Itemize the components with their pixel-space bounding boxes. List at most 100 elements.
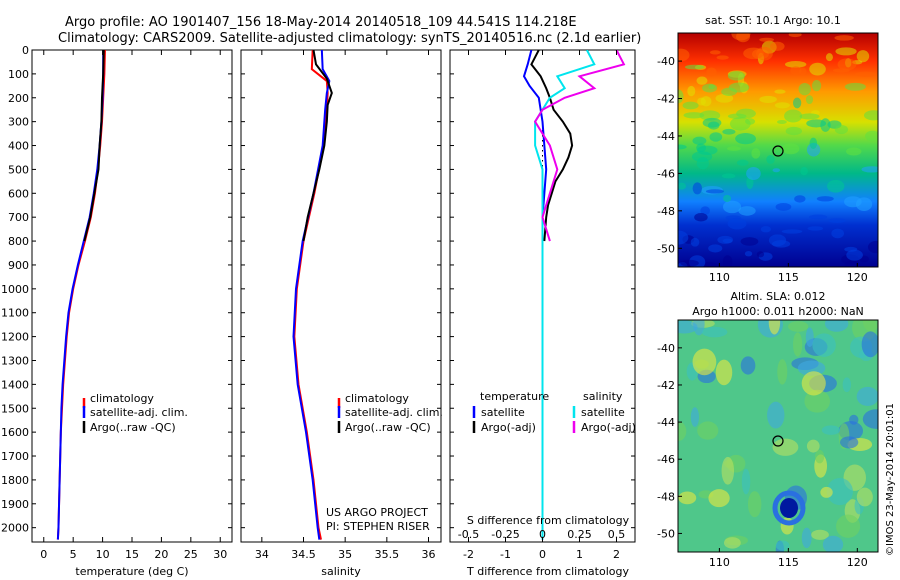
sst-patch: [745, 118, 756, 125]
sst-patch: [696, 76, 708, 85]
x-tick-label: 15: [125, 548, 139, 561]
sla-patch: [690, 407, 700, 427]
sst-patch: [827, 179, 845, 193]
sst-patch: [816, 196, 834, 202]
sst-patch: [784, 109, 803, 123]
sst-patch: [692, 136, 707, 145]
sst-patch: [702, 117, 722, 128]
y-tick-label: 1000: [1, 283, 29, 296]
sst-patch: [806, 119, 827, 128]
sst-patch: [696, 157, 709, 170]
sst-texture: [678, 33, 878, 267]
sst-patch: [805, 95, 814, 105]
y-tick-label: 0: [22, 44, 29, 57]
y-tick-label: 400: [8, 140, 29, 153]
sst-patch: [837, 58, 857, 71]
map-x-tick-label: 120: [847, 556, 868, 569]
y-tick-label: 1500: [1, 402, 29, 415]
sst-patch: [678, 48, 690, 62]
sst-patch: [771, 240, 791, 248]
map-y-tick-label: -40: [657, 342, 675, 355]
sst-patch: [678, 182, 687, 190]
sla-patch: [715, 359, 733, 386]
y-tick-label: 800: [8, 235, 29, 248]
x-tick-label: -2: [463, 548, 474, 561]
map-y-tick-label: -48: [657, 490, 675, 503]
sst-patch: [709, 50, 721, 55]
sla-patch: [814, 449, 825, 464]
sst-patch: [708, 244, 723, 253]
sla-patch: [826, 477, 853, 506]
sla-patch: [768, 320, 781, 335]
title-line-1: Argo profile: AO 1901407_156 18-May-2014…: [65, 15, 577, 30]
sst-patch: [751, 148, 761, 159]
x-tick-label: 36: [422, 548, 436, 561]
sla-patch: [693, 320, 705, 336]
sla-patch: [811, 529, 829, 540]
legend-argo: Argo(..raw -QC): [345, 421, 431, 434]
sst-patch: [867, 240, 878, 254]
temperature-axes-frame: [31, 49, 233, 543]
y-tick-label: 500: [8, 163, 29, 176]
x-tick-label: 0: [539, 548, 546, 561]
sst-patch: [756, 251, 765, 258]
sst-patch: [705, 189, 724, 194]
map-y-tick-label: -42: [657, 93, 675, 106]
sst-patch: [794, 195, 806, 203]
sst-patch: [834, 124, 849, 135]
sla-patch: [822, 535, 844, 552]
sla-patch: [836, 514, 861, 538]
sst-patch: [792, 97, 802, 109]
sst-patch: [800, 166, 808, 176]
sst-map-title: sat. SST: 10.1 Argo: 10.1: [705, 14, 841, 27]
sst-patch: [855, 71, 877, 77]
map-x-tick-label: 115: [778, 271, 799, 284]
x-tick-label: 30: [213, 548, 227, 561]
sst-patch: [715, 93, 734, 103]
sst-patch: [844, 260, 861, 267]
map-y-tick-label: -48: [657, 205, 675, 218]
s-tick-label: 0: [539, 528, 546, 541]
x-tick-label: 34.5: [291, 548, 316, 561]
sst-patch: [722, 238, 733, 244]
sla-patch: [824, 320, 849, 332]
y-tick-label: 1700: [1, 450, 29, 463]
argo-line: [83, 50, 105, 242]
s-tick-label: -0.25: [491, 528, 519, 541]
sst-patch: [846, 249, 863, 261]
legend-t-satellite: satellite: [481, 406, 525, 419]
sst-patch: [727, 71, 746, 81]
map-x-tick-label: 110: [709, 556, 730, 569]
sla-map-title: Altim. SLA: 0.012: [730, 290, 825, 303]
sst-patch: [723, 194, 732, 203]
sst-argo-marker: [772, 145, 784, 157]
sst-patch: [738, 206, 756, 216]
map-x-tick-label: 115: [778, 556, 799, 569]
sst-patch: [721, 173, 736, 179]
sst-patch: [683, 112, 705, 119]
legend-t-argo: Argo(-adj): [481, 421, 536, 434]
map-y-tick-label: -50: [657, 242, 675, 255]
sst-patch: [835, 47, 857, 56]
sla-texture: [678, 320, 878, 552]
s-tick-label: 0.5: [608, 528, 626, 541]
sst-patch: [744, 250, 753, 257]
x-tick-label: 35: [338, 548, 352, 561]
sla-patch: [797, 360, 826, 376]
sla-map-panel: Altim. SLA: 0.012 Argo h1000: 0.011 h200…: [657, 290, 879, 569]
sst-patch: [775, 202, 792, 211]
s-satellite-line: [534, 50, 596, 540]
x-tick-label: 34: [255, 548, 269, 561]
sst-patch: [809, 137, 818, 149]
sst-patch: [798, 82, 811, 96]
salinity-panel: 34 34.5 35 35.5 36 salinity climatology sate…: [240, 49, 443, 578]
sst-patch: [788, 33, 802, 38]
sla-patch: [741, 468, 751, 495]
salinity-legend: climatology satellite-adj. clim. Argo(..…: [337, 392, 443, 434]
map-y-tick-label: -40: [657, 55, 675, 68]
sst-patch: [774, 102, 790, 109]
legend-argo: Argo(..raw -QC): [90, 421, 176, 434]
sla-patch: [820, 486, 833, 498]
legend-satellite: satellite-adj. clim.: [90, 406, 188, 419]
